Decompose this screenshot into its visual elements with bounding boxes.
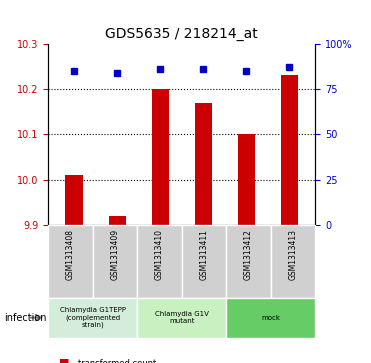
Text: GSM1313412: GSM1313412 (244, 229, 253, 280)
Bar (109, 216, 126, 225)
Bar (152, 89, 169, 225)
Text: GSM1313408: GSM1313408 (66, 229, 75, 280)
Text: GSM1313410: GSM1313410 (155, 229, 164, 280)
Text: GSM1313413: GSM1313413 (289, 229, 298, 280)
Text: Chlamydia G1V
mutant: Chlamydia G1V mutant (155, 311, 209, 324)
Text: GSM1313411: GSM1313411 (200, 229, 209, 280)
Title: GDS5635 / 218214_at: GDS5635 / 218214_at (105, 27, 258, 41)
Bar (195, 103, 212, 225)
Text: mock: mock (261, 315, 280, 321)
Text: Chlamydia G1TEPP
(complemented
strain): Chlamydia G1TEPP (complemented strain) (60, 307, 126, 328)
Bar (65, 175, 83, 225)
Text: ■: ■ (59, 358, 70, 363)
Text: infection: infection (4, 313, 46, 323)
Bar (238, 134, 255, 225)
Bar (281, 76, 298, 225)
Text: transformed count: transformed count (78, 359, 156, 363)
Text: GSM1313409: GSM1313409 (111, 229, 119, 280)
